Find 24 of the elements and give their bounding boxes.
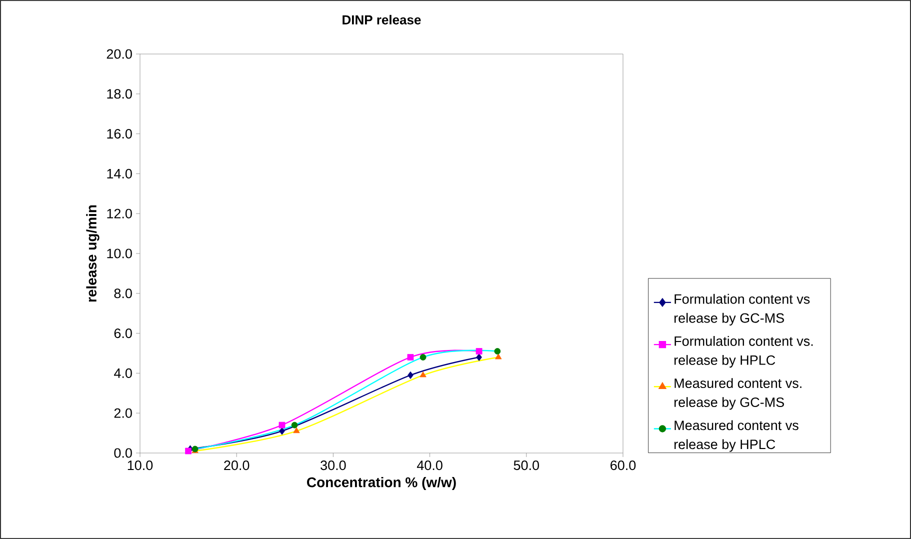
y-tick-label: 8.0 bbox=[114, 288, 132, 298]
y-tick-label: 4.0 bbox=[114, 368, 132, 378]
legend-label: Formulation content vs. release by HPLC bbox=[674, 336, 813, 368]
y-tick-label: 0.0 bbox=[114, 448, 132, 458]
y-tick-label: 16.0 bbox=[107, 129, 132, 139]
x-tick-label: 40.0 bbox=[416, 460, 442, 470]
y-tick-label: 6.0 bbox=[114, 328, 132, 338]
x-tick-label: 50.0 bbox=[514, 460, 540, 470]
chart-title: DINP release bbox=[342, 14, 421, 24]
y-axis-title: release ug/min bbox=[86, 205, 100, 302]
y-tick-label: 20.0 bbox=[106, 49, 132, 59]
x-axis-title: Concentration % (w/w) bbox=[307, 476, 456, 490]
y-tick-label: 10.0 bbox=[107, 248, 132, 258]
y-tick-label: 2.0 bbox=[114, 408, 132, 418]
y-tick-label: 18.0 bbox=[107, 89, 132, 99]
y-tick-label: 12.0 bbox=[107, 208, 132, 218]
x-tick-label: 20.0 bbox=[224, 460, 250, 470]
legend-label: Measured content vs. release by GC-MS bbox=[674, 378, 802, 410]
y-tick-label: 14.0 bbox=[107, 168, 132, 178]
legend-label: Measured content vs release by HPLC bbox=[674, 420, 798, 452]
x-tick-label: 10.0 bbox=[128, 460, 153, 470]
legend-label: Formulation content vs release by GC-MS bbox=[674, 294, 810, 326]
x-tick-label: 60.0 bbox=[610, 460, 636, 470]
x-tick-label: 30.0 bbox=[320, 460, 346, 470]
